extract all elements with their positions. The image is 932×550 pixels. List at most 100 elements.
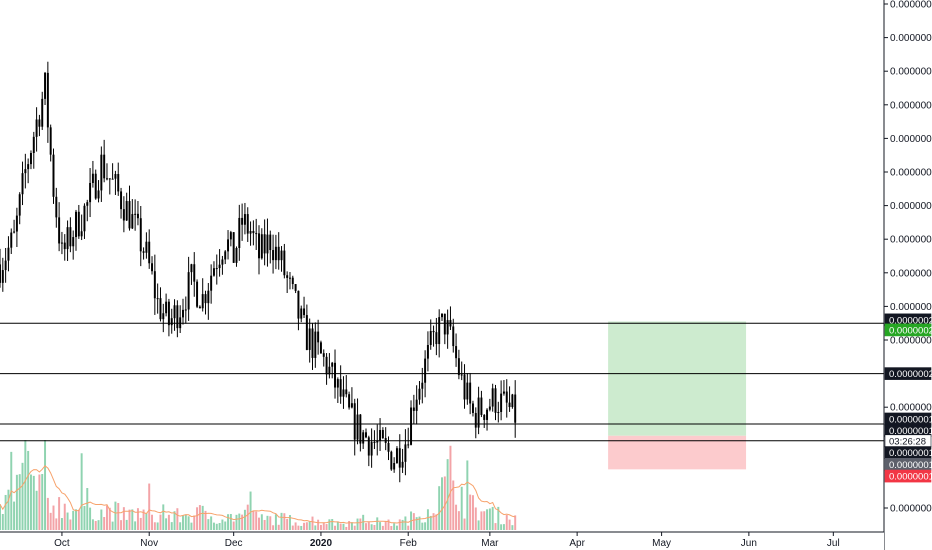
volume-bar bbox=[46, 497, 49, 530]
time-tick-label: May bbox=[652, 538, 671, 549]
volume-bar bbox=[384, 521, 387, 530]
long-position-tool[interactable] bbox=[608, 321, 747, 470]
candle bbox=[514, 380, 517, 438]
candle bbox=[401, 448, 404, 473]
candle bbox=[108, 178, 111, 195]
volume-bar bbox=[328, 519, 331, 530]
volume-bar bbox=[94, 520, 97, 530]
candle bbox=[373, 430, 376, 450]
candle bbox=[443, 313, 446, 345]
profit-zone[interactable] bbox=[608, 321, 747, 436]
time-tick-label: Apr bbox=[569, 538, 585, 549]
candle bbox=[494, 384, 497, 421]
candle bbox=[331, 361, 334, 379]
price-tick-label: 0.00000028 bbox=[890, 268, 932, 279]
candle bbox=[252, 220, 255, 246]
volume-bar bbox=[339, 523, 342, 530]
candle bbox=[308, 318, 311, 363]
volume-bar bbox=[314, 525, 317, 530]
volume-bar bbox=[128, 509, 131, 530]
candle bbox=[167, 298, 170, 337]
volume-bar bbox=[193, 515, 196, 530]
volume-bar bbox=[334, 525, 337, 530]
volume-bar bbox=[207, 519, 210, 530]
volume-bar bbox=[441, 477, 443, 530]
candle bbox=[190, 263, 193, 285]
volume-bar bbox=[429, 515, 432, 530]
volume-bar bbox=[480, 511, 483, 530]
volume-bar bbox=[83, 506, 86, 530]
candle bbox=[229, 230, 232, 247]
candle bbox=[91, 160, 94, 188]
volume-bar bbox=[13, 501, 16, 530]
time-axis[interactable]: Oct Nov Dec 2020 Feb Mar Apr May Jun Jul bbox=[54, 532, 840, 549]
volume-bar bbox=[35, 490, 38, 530]
loss-zone[interactable] bbox=[608, 435, 747, 470]
volume-bar bbox=[131, 509, 134, 530]
candle bbox=[274, 234, 277, 270]
volume-bar bbox=[190, 522, 193, 530]
volume-bar bbox=[274, 514, 277, 530]
candle bbox=[471, 400, 474, 417]
candle bbox=[142, 247, 145, 260]
candle bbox=[235, 246, 238, 267]
volume-bar bbox=[381, 525, 384, 530]
volume-bar bbox=[184, 514, 187, 530]
volume-bar bbox=[387, 519, 390, 530]
volume-bar bbox=[105, 505, 108, 530]
candle bbox=[241, 203, 244, 241]
volume-bar bbox=[446, 459, 449, 530]
candle bbox=[311, 322, 314, 370]
candle bbox=[117, 162, 120, 196]
volume-bar bbox=[0, 504, 1, 530]
candle bbox=[376, 424, 379, 456]
candle bbox=[488, 398, 491, 412]
volume-bar bbox=[418, 516, 421, 530]
candle bbox=[120, 187, 123, 219]
horizontal-levels[interactable] bbox=[0, 322, 884, 442]
candle bbox=[429, 319, 432, 350]
candle bbox=[221, 255, 224, 275]
volume-bar bbox=[232, 521, 235, 530]
volume-bar bbox=[421, 522, 424, 530]
price-tick-label: 0.00000042 bbox=[890, 33, 932, 44]
volume-bar bbox=[252, 510, 255, 530]
candle bbox=[477, 386, 480, 435]
volume-bar bbox=[167, 514, 170, 530]
volume-bar bbox=[359, 518, 362, 530]
volume-bar bbox=[407, 525, 410, 530]
volume-bar bbox=[266, 515, 269, 530]
volume-bar bbox=[331, 519, 334, 530]
volume-bar bbox=[86, 487, 89, 530]
svg-text:0.00000022: 0.00000022 bbox=[889, 369, 932, 380]
price-badge: 0.00000025 bbox=[884, 323, 932, 336]
volume-bar bbox=[69, 519, 72, 530]
volume-bar bbox=[27, 450, 30, 530]
candle bbox=[322, 349, 325, 367]
price-axis[interactable]: 0.00000044 0.00000042 0.00000040 0.00000038… bbox=[884, 0, 932, 515]
candle bbox=[1, 257, 4, 292]
price-badge: 0.00000019 bbox=[884, 412, 932, 425]
candle bbox=[134, 199, 137, 231]
volume-bar bbox=[224, 521, 227, 530]
candle bbox=[328, 353, 331, 379]
volume-bar bbox=[21, 462, 24, 530]
candle bbox=[258, 225, 260, 275]
volume-bar bbox=[303, 522, 306, 530]
time-tick-label: Mar bbox=[481, 538, 499, 549]
candlestick-series bbox=[0, 61, 517, 483]
candle bbox=[469, 372, 472, 415]
volume-bar bbox=[52, 505, 55, 530]
candle bbox=[502, 380, 505, 396]
candle bbox=[148, 229, 151, 269]
candle bbox=[412, 394, 415, 424]
volume-bar bbox=[350, 522, 353, 530]
candle bbox=[415, 385, 418, 425]
candle bbox=[381, 427, 384, 440]
candle bbox=[27, 158, 30, 184]
volume-bar bbox=[336, 521, 339, 530]
candle bbox=[111, 163, 114, 180]
time-tick-label: Feb bbox=[400, 538, 418, 549]
